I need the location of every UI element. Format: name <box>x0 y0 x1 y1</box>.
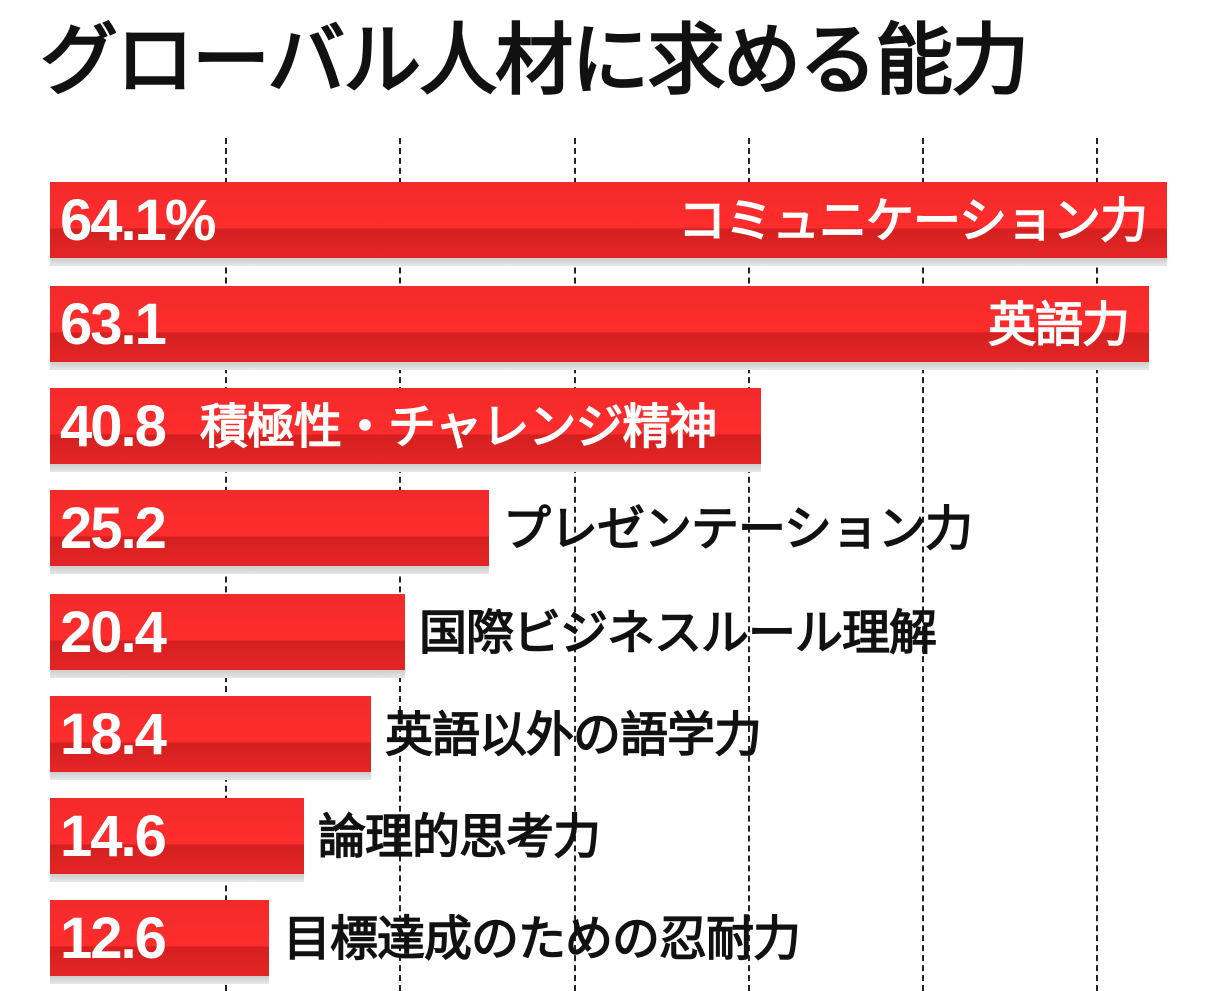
bar <box>50 696 371 772</box>
bar-row: 40.8 積極性・チャレンジ精神 <box>50 388 761 472</box>
gridline <box>747 138 750 991</box>
bar-shadow <box>50 670 405 678</box>
bar <box>50 594 405 670</box>
bar-value: 12.6 <box>60 906 167 971</box>
bar-row: 25.2 プレゼンテーション力 <box>50 490 973 574</box>
bar-value: 18.4 <box>60 702 167 767</box>
bar-shadow <box>50 874 304 882</box>
bar-row: 12.6 目標達成のための忍耐力 <box>50 900 801 984</box>
bar-value: 14.6 <box>60 804 167 869</box>
gridline <box>1096 138 1099 991</box>
bar-label: 積極性・チャレンジ精神 <box>200 399 718 455</box>
bar <box>50 182 1167 258</box>
bar <box>50 900 269 976</box>
bar-row: 63.1 英語力 <box>50 286 1149 370</box>
bar <box>50 388 761 464</box>
bar-label: プレゼンテーション力 <box>503 501 973 557</box>
bar-shadow <box>50 464 761 472</box>
bar-label: 論理的思考力 <box>318 809 601 865</box>
bar-shadow <box>50 772 371 780</box>
bar-value: 64.1% <box>60 188 216 253</box>
bar-row: 64.1% コミュニケーション力 <box>50 182 1167 266</box>
bar-value: 40.8 <box>60 394 167 459</box>
bar <box>50 798 304 874</box>
bar-shadow <box>50 976 269 984</box>
bar-label: 英語力 <box>987 297 1130 353</box>
bar-shadow <box>50 566 489 574</box>
bar-row: 18.4 英語以外の語学力 <box>50 696 762 780</box>
bar-shadow <box>50 362 1149 370</box>
bar-value: 20.4 <box>60 600 167 665</box>
bar-row: 14.6 論理的思考力 <box>50 798 601 882</box>
bar <box>50 490 489 566</box>
bar-label: 英語以外の語学力 <box>385 707 762 763</box>
bar <box>50 286 1149 362</box>
bar-value: 25.2 <box>60 496 167 561</box>
bar-label: 国際ビジネスルール理解 <box>419 605 937 661</box>
bar-shadow <box>50 258 1167 266</box>
bar-value: 63.1 <box>60 292 167 357</box>
bar-label: 目標達成のための忍耐力 <box>283 911 801 967</box>
bar-label: コミュニケーション力 <box>677 193 1148 249</box>
gridline <box>922 138 924 991</box>
gridline <box>573 138 576 991</box>
chart-title: グローバル人材に求める能力 <box>40 16 1029 106</box>
bar-row: 20.4 国際ビジネスルール理解 <box>50 594 937 678</box>
